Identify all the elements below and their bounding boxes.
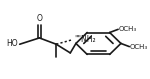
Text: ""NH₂: ""NH₂ (74, 35, 95, 44)
Text: HO: HO (6, 39, 18, 48)
Text: OCH₃: OCH₃ (119, 26, 137, 32)
Text: OCH₃: OCH₃ (130, 44, 148, 50)
Text: O: O (36, 14, 42, 23)
